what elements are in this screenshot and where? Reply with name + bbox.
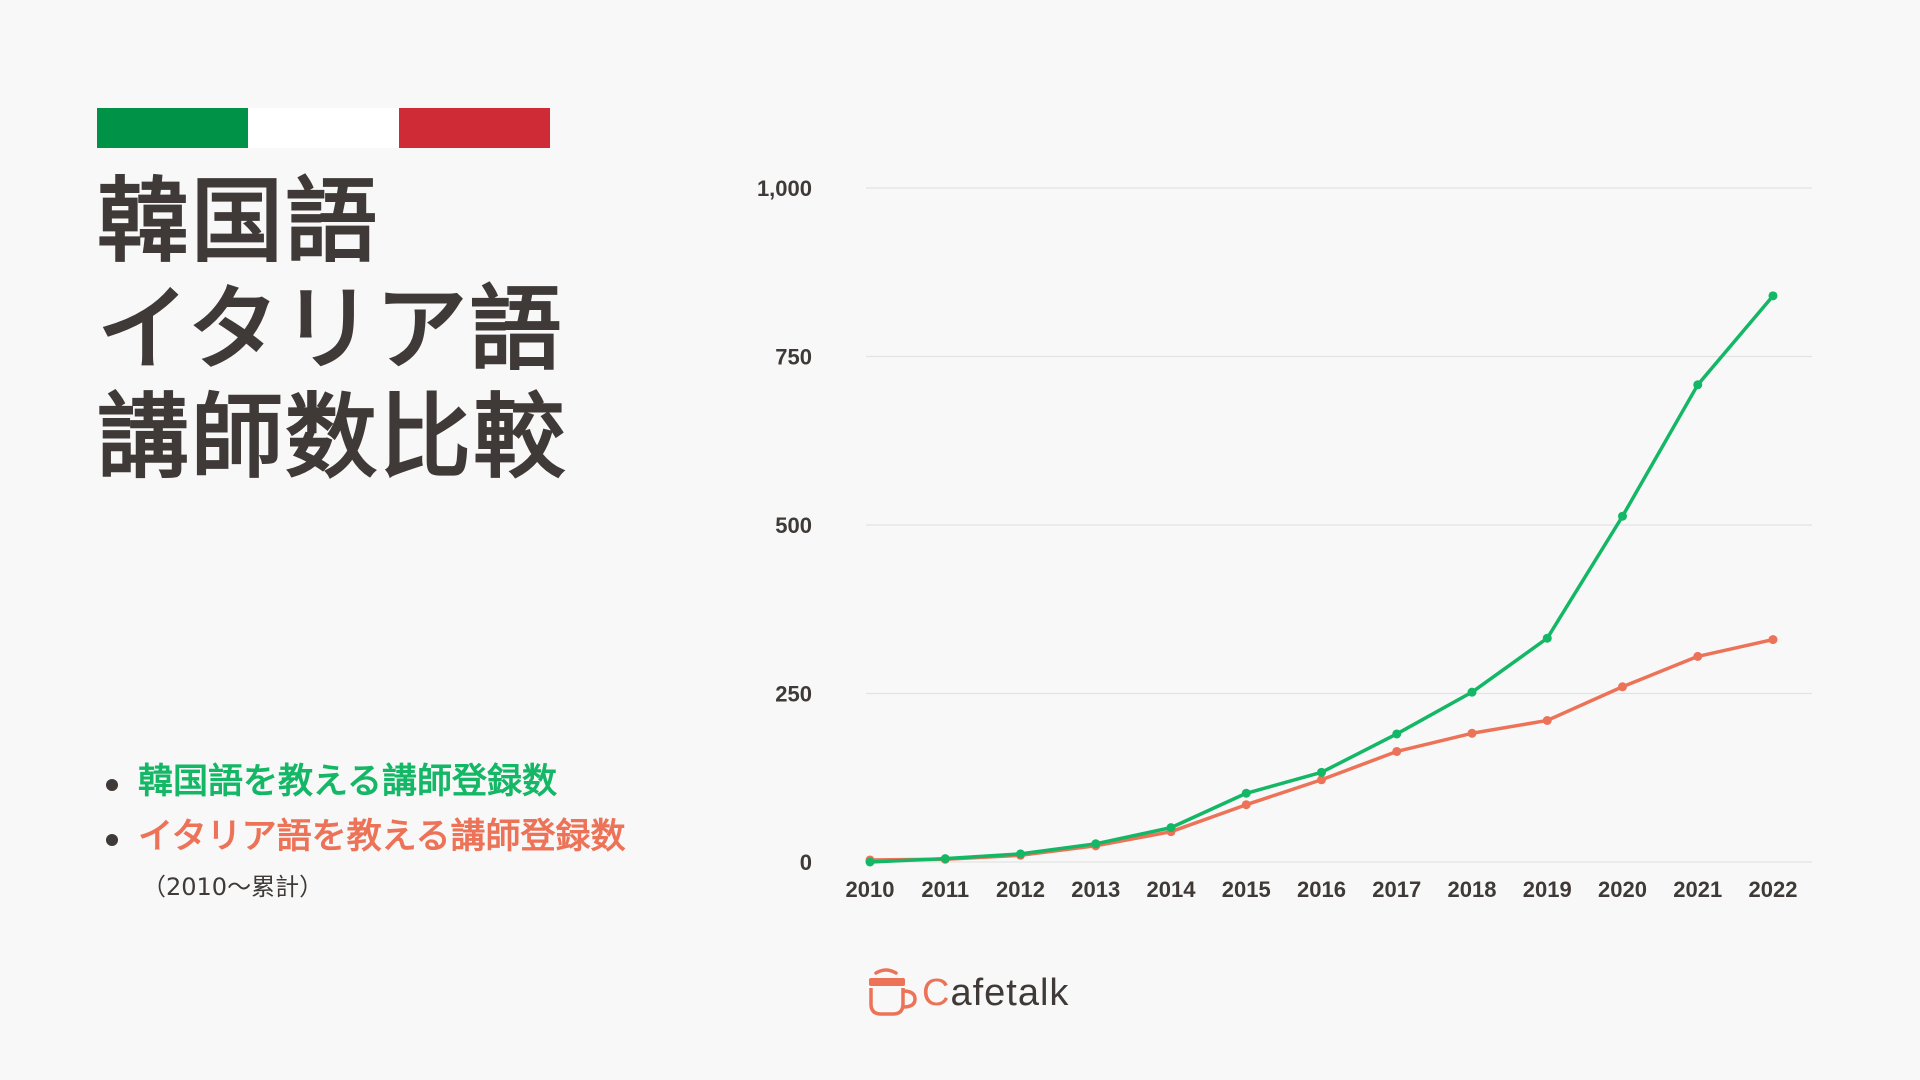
data-point (940, 854, 950, 864)
legend-item-italian: イタリア語を教える講師登録数 (106, 810, 626, 865)
flag-stripe-green (97, 108, 248, 148)
x-tick-label: 2021 (1673, 877, 1722, 902)
x-tick-label: 2016 (1297, 877, 1346, 902)
data-point (1768, 291, 1778, 301)
x-tick-label: 2019 (1523, 877, 1572, 902)
data-point (1768, 635, 1778, 645)
series-line (868, 637, 1775, 862)
x-tick-label: 2018 (1448, 877, 1497, 902)
title-line-2: イタリア語 (97, 276, 564, 383)
title-line-3: 講師数比較 (97, 384, 568, 491)
y-tick-label: 250 (775, 682, 812, 707)
data-point (1542, 633, 1552, 643)
legend-label-korean: 韓国語を教える講師登録数 (138, 762, 557, 802)
y-tick-label: 750 (775, 345, 812, 370)
legend-note: （2010〜累計） (142, 873, 324, 901)
data-point (1392, 729, 1402, 739)
cafetalk-logo: Cafetalk (866, 968, 1069, 1018)
x-tick-label: 2013 (1071, 877, 1120, 902)
flag-stripe-red (399, 108, 550, 148)
logo-text: afetalk (950, 971, 1070, 1014)
data-point (1392, 746, 1402, 756)
y-tick-label: 1,000 (757, 176, 812, 201)
data-point (1618, 511, 1627, 521)
y-tick-label: 0 (800, 850, 812, 875)
data-point (1618, 682, 1627, 692)
data-point (1467, 687, 1477, 697)
data-point (1091, 839, 1101, 849)
x-tick-label: 2010 (846, 877, 895, 902)
x-tick-label: 2017 (1372, 877, 1421, 902)
data-point (1241, 788, 1251, 798)
data-point (1693, 651, 1703, 661)
logo-initial: C (922, 971, 951, 1014)
chart-legend: 韓国語を教える講師登録数 イタリア語を教える講師登録数 （2010〜累計） (106, 755, 626, 902)
data-point (1016, 849, 1025, 859)
x-tick-label: 2012 (996, 877, 1045, 902)
coffee-cup-icon (869, 968, 917, 1016)
x-tick-label: 2014 (1147, 877, 1197, 902)
data-point (1317, 775, 1326, 785)
data-point (1693, 380, 1703, 390)
x-tick-label: 2022 (1749, 877, 1798, 902)
title-line-1: 韓国語 (97, 168, 380, 275)
italian-flag-bar (97, 108, 550, 148)
x-tick-label: 2011 (921, 877, 969, 902)
legend-item-korean: 韓国語を教える講師登録数 (106, 755, 626, 810)
bullet-icon (106, 834, 118, 846)
data-point (1467, 728, 1477, 738)
bullet-icon (106, 779, 118, 791)
data-point (865, 857, 875, 867)
data-point (1166, 823, 1176, 833)
data-point (1241, 800, 1251, 810)
x-tick-label: 2015 (1222, 877, 1271, 902)
flag-stripe-white (248, 108, 399, 148)
data-point (1317, 767, 1326, 777)
data-point (1542, 715, 1552, 725)
x-tick-label: 2020 (1598, 877, 1647, 902)
y-tick-label: 500 (775, 513, 812, 538)
logo-wordmark: Cafetalk (922, 972, 1069, 1015)
legend-label-italian: イタリア語を教える講師登録数 (138, 817, 626, 857)
page-title: 韓国語 イタリア語 講師数比較 (97, 168, 567, 492)
